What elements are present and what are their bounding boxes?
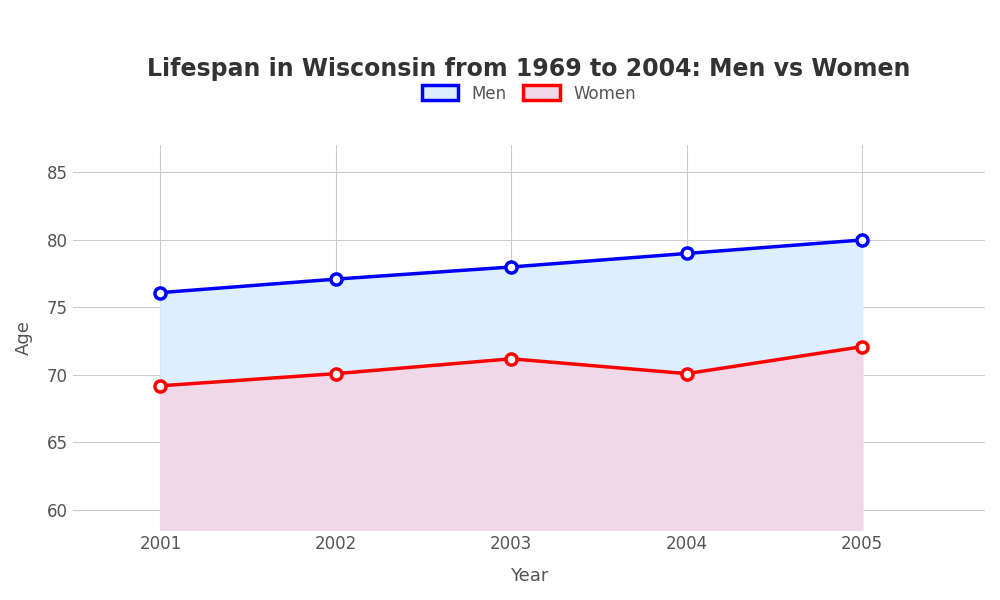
X-axis label: Year: Year bbox=[510, 567, 548, 585]
Title: Lifespan in Wisconsin from 1969 to 2004: Men vs Women: Lifespan in Wisconsin from 1969 to 2004:… bbox=[147, 57, 911, 81]
Y-axis label: Age: Age bbox=[15, 320, 33, 355]
Legend: Men, Women: Men, Women bbox=[422, 85, 636, 103]
